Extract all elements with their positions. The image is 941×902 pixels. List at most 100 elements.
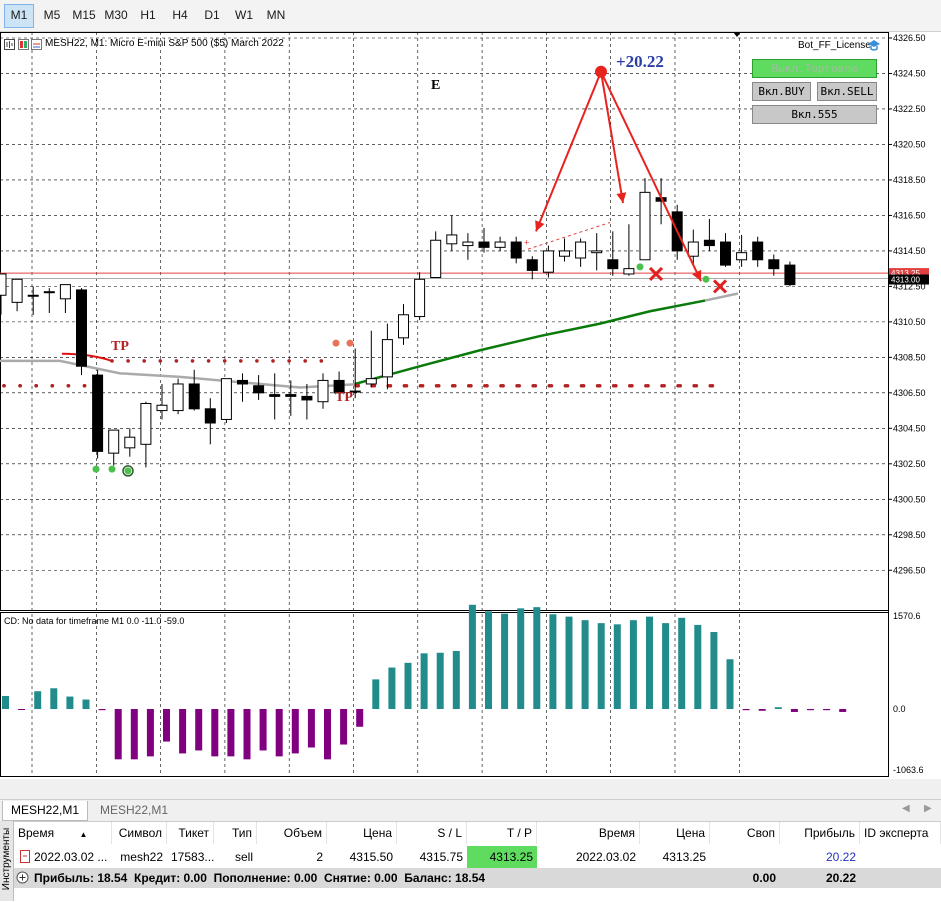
histogram-bar bbox=[420, 653, 428, 709]
histogram-bar bbox=[452, 650, 460, 709]
cell-tp[interactable]: 4313.25 bbox=[467, 846, 537, 868]
price-tick-label: 4310.50 bbox=[893, 317, 926, 327]
cell-sl[interactable]: 4315.75 bbox=[419, 850, 463, 864]
chart-menu-icon[interactable] bbox=[4, 39, 15, 50]
candle-body bbox=[108, 429, 120, 454]
timeframe-d1-button[interactable]: D1 bbox=[204, 8, 220, 22]
candle bbox=[655, 178, 667, 225]
summary-text: Прибыль: 18.54 Кредит: 0.00 Пополнение: … bbox=[34, 871, 486, 885]
candle-body bbox=[687, 241, 699, 257]
timeframe-h4-button[interactable]: H4 bbox=[172, 8, 188, 22]
histogram-bar bbox=[678, 617, 686, 709]
col-expert[interactable]: ID эксперта bbox=[860, 822, 941, 844]
timeframe-m1-button[interactable]: M1 bbox=[4, 4, 34, 28]
candle bbox=[703, 218, 715, 251]
tp-dot bbox=[174, 359, 179, 363]
histogram-bar bbox=[613, 624, 621, 709]
histogram-bar bbox=[839, 709, 847, 712]
tp-dot bbox=[190, 359, 195, 363]
histogram-bar bbox=[34, 691, 42, 709]
tabs-scroll-right-icon[interactable]: ▶ bbox=[924, 803, 932, 814]
profit-arrowhead bbox=[692, 269, 702, 282]
signal-orange-dot bbox=[346, 339, 354, 347]
col-type[interactable]: Тип bbox=[214, 822, 257, 844]
tab-chart-2[interactable]: MESH22,M1 bbox=[100, 803, 169, 817]
col-time[interactable]: Время ▲ bbox=[14, 822, 112, 844]
sl-dot bbox=[579, 383, 584, 388]
candle bbox=[414, 272, 426, 321]
moving-average-green bbox=[354, 299, 706, 386]
candle-body bbox=[575, 241, 587, 259]
tabs-scroll-left-icon[interactable]: ◀ bbox=[902, 803, 910, 814]
candle bbox=[607, 231, 619, 276]
candle-body bbox=[639, 191, 651, 261]
cell-type: sell bbox=[234, 850, 253, 864]
indicator-tick-label: 0.0 bbox=[893, 704, 906, 714]
timeframe-m15-button[interactable]: M15 bbox=[72, 8, 96, 22]
enable-sell-button[interactable]: Вкл.SELL bbox=[817, 82, 877, 101]
candle bbox=[76, 288, 87, 376]
candle bbox=[768, 254, 780, 276]
price-tick-label: 4306.50 bbox=[893, 388, 926, 398]
candle-body bbox=[349, 390, 361, 393]
price-chart[interactable]: 4326.50 4324.50 4322.50 4320.50 4318.50 4316.… bbox=[0, 32, 941, 779]
col-tp[interactable]: T / P bbox=[467, 822, 537, 844]
toolbox-side-tab[interactable]: Инструменты bbox=[0, 821, 14, 901]
col-sl[interactable]: S / L bbox=[397, 822, 467, 844]
histogram-bar bbox=[694, 624, 702, 709]
candle bbox=[172, 378, 184, 415]
candle-body bbox=[414, 278, 426, 318]
chart-tabs: MESH22,M1 MESH22,M1 ◀ ▶ bbox=[0, 799, 941, 821]
col-price[interactable]: Цена bbox=[327, 822, 397, 844]
candle bbox=[542, 245, 554, 278]
col-swap[interactable]: Своп bbox=[710, 822, 780, 844]
histogram-bar bbox=[742, 709, 750, 711]
candle bbox=[365, 330, 377, 388]
col-profit[interactable]: Прибыль bbox=[780, 822, 860, 844]
profit-label: +20.22 bbox=[616, 52, 664, 71]
timeframe-m30-button[interactable]: M30 bbox=[104, 8, 128, 22]
enable-555-button[interactable]: Вкл.555 bbox=[752, 105, 877, 124]
histogram-bar bbox=[114, 709, 122, 760]
timeframe-h1-button[interactable]: H1 bbox=[140, 8, 156, 22]
cell-price2: 4313.25 bbox=[662, 850, 706, 864]
candle bbox=[156, 383, 168, 420]
candle-body bbox=[607, 259, 619, 270]
sl-dot bbox=[18, 383, 22, 388]
col-time2[interactable]: Время bbox=[537, 822, 640, 844]
timeframe-mn-button[interactable]: MN bbox=[266, 8, 286, 22]
sl-dot bbox=[660, 383, 664, 388]
table-row[interactable]: 2022.03.02 ... mesh22 17583... sell 2 43… bbox=[14, 846, 941, 886]
col-ticket[interactable]: Тикет bbox=[167, 822, 214, 844]
tab-chart-1[interactable]: MESH22,M1 bbox=[2, 801, 89, 821]
col-symbol[interactable]: Символ bbox=[112, 822, 167, 844]
chart-window[interactable]: 4326.50 4324.50 4322.50 4320.50 4318.50 4316.… bbox=[0, 32, 941, 779]
indicator-histogram bbox=[2, 604, 847, 760]
candle-body bbox=[494, 241, 506, 248]
col-price2[interactable]: Цена bbox=[640, 822, 710, 844]
price-tick-label: 4318.50 bbox=[893, 175, 926, 185]
timeframe-w1-button[interactable]: W1 bbox=[235, 8, 253, 22]
timeframe-m5-button[interactable]: M5 bbox=[43, 8, 61, 22]
candle bbox=[720, 233, 731, 267]
ask-price-label: 4313.25 bbox=[891, 269, 920, 278]
col-volume[interactable]: Объем bbox=[257, 822, 327, 844]
sl-dot bbox=[2, 383, 6, 388]
candle-body bbox=[720, 241, 731, 266]
summary-row: Прибыль: 18.54 Кредит: 0.00 Пополнение: … bbox=[14, 868, 941, 888]
histogram-bar bbox=[807, 709, 814, 711]
sl-dot bbox=[676, 383, 680, 388]
candle-body bbox=[285, 394, 297, 397]
histogram-bar bbox=[468, 604, 476, 709]
summary-expand-icon[interactable] bbox=[16, 871, 29, 884]
histogram-bar bbox=[291, 709, 299, 754]
price-tick-label: 4312.50 bbox=[893, 281, 926, 291]
close-x-mark bbox=[712, 279, 728, 294]
histogram-bar bbox=[726, 659, 734, 709]
histogram-bar bbox=[243, 709, 251, 760]
candle-body bbox=[27, 294, 39, 297]
toggle-trading-button[interactable]: Выкл.Торговлю bbox=[752, 59, 877, 78]
candle-body bbox=[559, 250, 570, 257]
candle bbox=[398, 304, 409, 345]
enable-buy-button[interactable]: Вкл.BUY bbox=[752, 82, 811, 101]
